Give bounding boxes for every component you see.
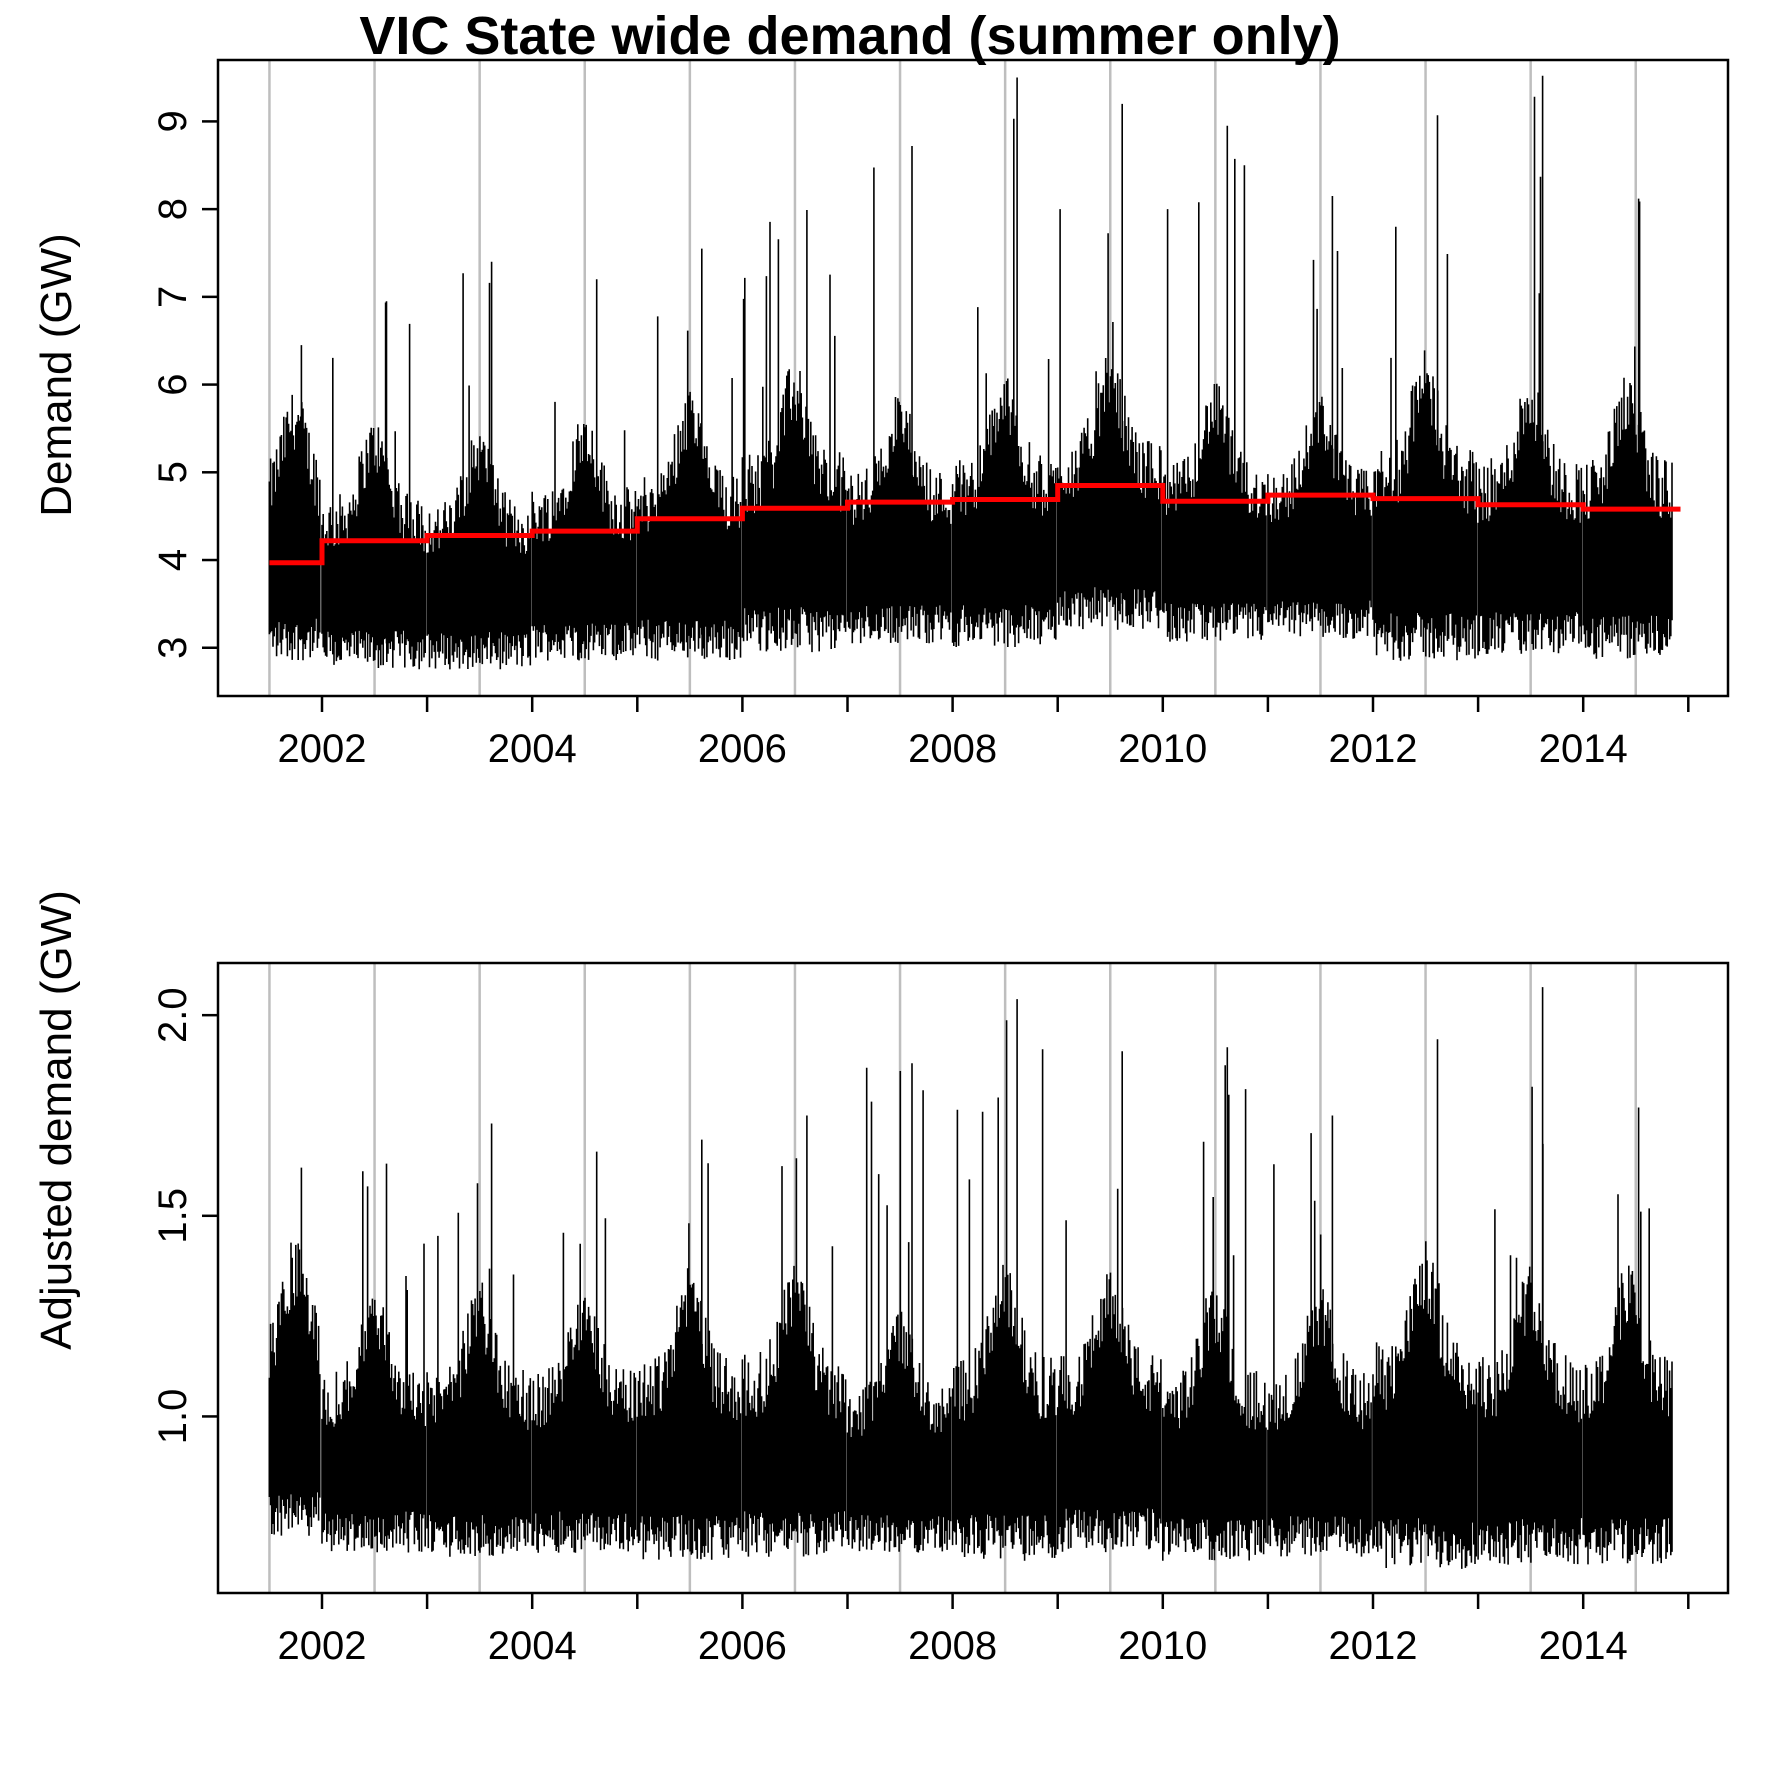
x-axis-ticks: 2002 2004 2006 2008 2010 2012 2014: [278, 696, 1690, 771]
x-tick-label: 2002: [278, 727, 367, 771]
x-axis-ticks: 2002 2004 2006 2008 2010 2012 2014: [278, 1593, 1690, 1668]
panel-adjusted-demand: 1.0 1.5 2.0 2002 2004 2006 2008 2010 2012 2014 A…: [32, 890, 1730, 1668]
x-tick-label: 2002: [278, 1624, 367, 1668]
median-line: [269, 483, 1681, 566]
y-tick-label: 7: [151, 286, 195, 308]
axes: [216, 58, 1730, 698]
x-tick-label: 2004: [488, 727, 577, 771]
y-tick-label: 9: [151, 110, 195, 132]
x-tick-label: 2012: [1329, 727, 1418, 771]
y-axis-title: Adjusted demand (GW): [32, 890, 81, 1350]
y-tick-label: 4: [151, 549, 195, 571]
demand-series: [268, 75, 1673, 670]
series-line: [268, 987, 1673, 1569]
plot-frame: [216, 961, 1730, 1595]
x-tick-label: 2006: [698, 727, 787, 771]
y-tick-label: 5: [151, 461, 195, 483]
plot-frame: [216, 58, 1730, 698]
median-step-line: [269, 483, 1681, 566]
series-line: [268, 75, 1673, 670]
axes: [216, 961, 1730, 1595]
y-tick-label: 3: [151, 637, 195, 659]
x-tick-label: 2006: [698, 1624, 787, 1668]
y-tick-label: 6: [151, 373, 195, 395]
x-tick-label: 2004: [488, 1624, 577, 1668]
x-tick-label: 2014: [1539, 727, 1628, 771]
y-tick-label: 8: [151, 198, 195, 220]
x-tick-label: 2012: [1329, 1624, 1418, 1668]
chart-title: VIC State wide demand (summer only): [359, 6, 1340, 66]
x-tick-label: 2008: [908, 727, 997, 771]
adjusted-demand-series: [268, 987, 1673, 1569]
y-tick-label: 2.0: [151, 987, 195, 1043]
y-tick-label: 1.5: [151, 1188, 195, 1244]
y-tick-label: 1.0: [151, 1389, 195, 1445]
x-tick-label: 2010: [1118, 727, 1207, 771]
x-tick-label: 2008: [908, 1624, 997, 1668]
x-tick-label: 2014: [1539, 1624, 1628, 1668]
x-tick-label: 2010: [1118, 1624, 1207, 1668]
y-axis-ticks: 1.0 1.5 2.0: [151, 987, 218, 1444]
y-axis-ticks: 3 4 5 6 7 8 9: [151, 110, 218, 659]
y-axis-title: Demand (GW): [32, 233, 81, 517]
panel-demand: 3 4 5 6 7 8 9 2002 2004 2006 2008 2010 2012 2014 Dem…: [32, 58, 1730, 771]
